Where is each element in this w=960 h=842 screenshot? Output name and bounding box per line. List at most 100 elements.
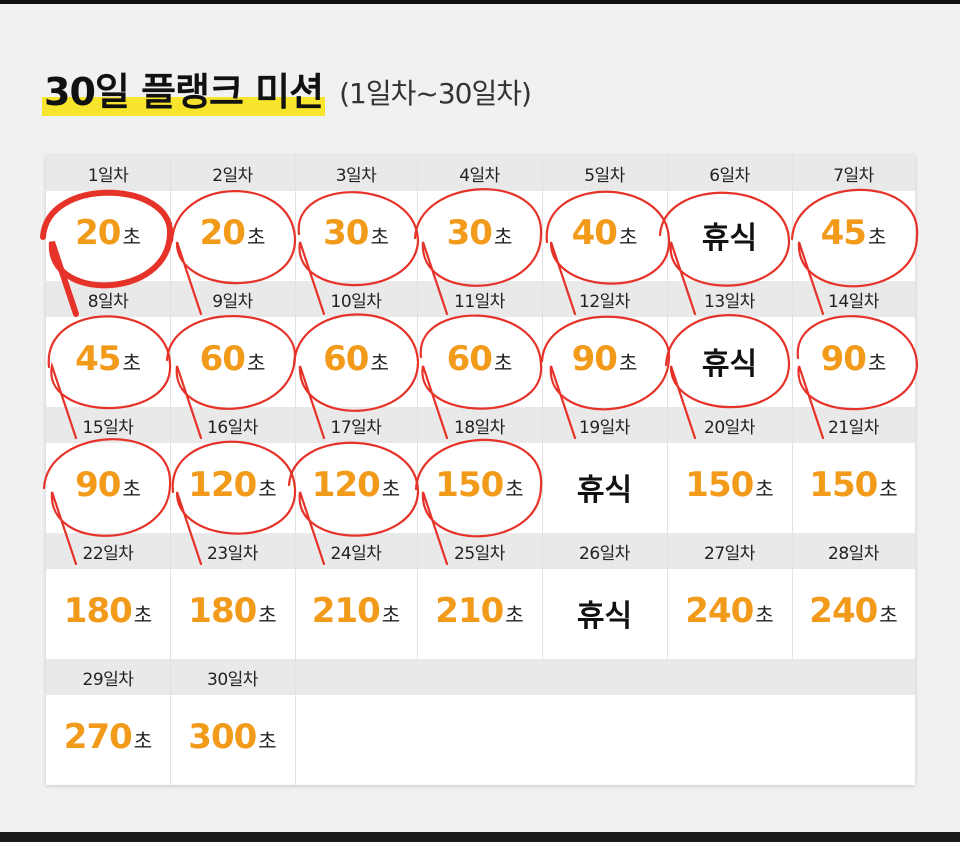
day-target: 120 초	[170, 465, 295, 505]
day-cell: 10일차 60 초	[295, 281, 418, 407]
day-cell: 17일차 120 초	[295, 407, 418, 533]
day-label: 5일차	[584, 166, 625, 186]
seconds-value: 60	[323, 339, 369, 379]
day-cell: 8일차 45 초	[46, 281, 171, 407]
heading: 30일 플랭크 미션 (1일차~30일차)	[42, 56, 532, 116]
seconds-unit: 초	[879, 603, 898, 627]
day-label: 20일차	[704, 418, 755, 438]
day-cell: 2일차 20 초	[170, 155, 296, 281]
seconds-value: 300	[188, 717, 257, 757]
seconds-value: 150	[685, 465, 754, 505]
calendar-week-row: 22일차 180 초 23일차 180 초 24일차 210 초 25일차 210 초 26일차 휴식 27…	[46, 533, 916, 659]
day-cell: 28일차 240 초	[792, 533, 916, 659]
day-target: 휴식	[542, 465, 667, 509]
seconds-unit: 초	[755, 603, 774, 627]
seconds-value: 60	[446, 339, 493, 379]
day-label: 29일차	[82, 670, 134, 690]
day-label: 13일차	[704, 292, 755, 312]
seconds-value: 180	[188, 591, 257, 631]
day-target: 90 초	[46, 465, 170, 505]
day-target: 20 초	[170, 213, 295, 253]
seconds-unit: 초	[381, 477, 401, 501]
day-label: 18일차	[454, 418, 505, 438]
day-target: 60 초	[417, 339, 542, 379]
day-cell: 29일차 270 초	[46, 659, 171, 785]
day-target: 30 초	[295, 213, 417, 253]
seconds-value: 20	[199, 213, 246, 253]
day-label: 15일차	[82, 418, 134, 438]
day-cell: 30일차 300 초	[170, 659, 296, 785]
day-target: 휴식	[667, 213, 792, 257]
seconds-unit: 초	[246, 351, 266, 375]
seconds-unit: 초	[505, 603, 524, 627]
day-cell: 1일차 20 초	[46, 155, 171, 281]
calendar-week-row: 15일차 90 초 16일차 120 초 17일차 120 초 18일차 150 초 19일차 휴식 20일…	[46, 407, 916, 533]
day-cell: 19일차 휴식	[542, 407, 668, 533]
day-cell: 16일차 120 초	[170, 407, 296, 533]
seconds-value: 45	[820, 213, 867, 253]
calendar-week-row: 8일차 45 초 9일차 60 초 10일차 60 초 11일차 60 초 12일차 90 초 13일차 휴식 1…	[46, 281, 916, 407]
day-label: 11일차	[454, 292, 505, 312]
seconds-unit: 초	[879, 477, 898, 501]
day-target: 150 초	[417, 465, 542, 505]
seconds-unit: 초	[258, 477, 277, 501]
seconds-value: 150	[435, 465, 504, 505]
page-title: 30일 플랭크 미션	[42, 68, 326, 116]
day-target: 90 초	[542, 339, 667, 379]
day-label: 21일차	[828, 418, 879, 438]
day-cell: 12일차 90 초	[542, 281, 668, 407]
day-label: 14일차	[828, 292, 879, 312]
day-label: 1일차	[87, 166, 129, 186]
seconds-value: 210	[435, 591, 504, 631]
day-cell: 20일차 150 초	[667, 407, 793, 533]
day-label: 3일차	[335, 166, 377, 186]
seconds-unit: 초	[258, 729, 277, 753]
seconds-unit: 초	[370, 225, 389, 249]
day-label: 17일차	[330, 418, 382, 438]
day-target: 90 초	[792, 339, 915, 379]
day-cell: 25일차 210 초	[417, 533, 543, 659]
day-cell: 22일차 180 초	[46, 533, 171, 659]
day-target: 240 초	[667, 591, 792, 631]
seconds-unit: 초	[755, 477, 774, 501]
seconds-value: 120	[188, 465, 257, 505]
day-target: 40 초	[542, 213, 667, 253]
seconds-unit: 초	[618, 351, 638, 375]
day-label: 6일차	[709, 166, 750, 186]
seconds-value: 90	[75, 465, 121, 505]
day-cell: 24일차 210 초	[295, 533, 418, 659]
day-cell: 27일차 240 초	[667, 533, 793, 659]
calendar-week-row: 1일차 20 초 2일차 20 초 3일차 30 초 4일차 30 초 5일차 40 초 6일차 휴식 7일차 45…	[46, 155, 916, 281]
day-target: 240 초	[792, 591, 915, 631]
seconds-unit: 초	[122, 477, 141, 501]
seconds-value: 20	[75, 213, 121, 253]
rest-day-text: 휴식	[701, 221, 758, 256]
day-cell: 15일차 90 초	[46, 407, 171, 533]
seconds-unit: 초	[122, 225, 141, 249]
seconds-value: 240	[685, 591, 754, 631]
day-label-band	[46, 155, 915, 191]
day-label: 9일차	[212, 292, 253, 312]
day-target: 120 초	[295, 465, 417, 505]
day-target: 210 초	[417, 591, 542, 631]
seconds-unit: 초	[133, 603, 153, 627]
day-cell: 7일차 45 초	[792, 155, 916, 281]
seconds-value: 150	[809, 465, 878, 505]
day-target: 60 초	[170, 339, 295, 379]
rest-day-text: 휴식	[701, 347, 758, 382]
rest-day-text: 휴식	[576, 599, 633, 634]
seconds-value: 180	[63, 591, 133, 631]
seconds-unit: 초	[867, 225, 887, 249]
calendar-week-row: 29일차 270 초 30일차 300 초	[46, 659, 915, 785]
seconds-value: 90	[571, 339, 618, 379]
seconds-value: 30	[446, 213, 493, 253]
day-label: 30일차	[207, 670, 258, 690]
day-target: 210 초	[295, 591, 417, 631]
day-label: 8일차	[87, 292, 129, 312]
day-label: 12일차	[579, 292, 630, 312]
day-cell: 11일차 60 초	[417, 281, 543, 407]
seconds-value: 60	[199, 339, 246, 379]
seconds-value: 40	[571, 213, 618, 253]
day-target: 180 초	[170, 591, 295, 631]
